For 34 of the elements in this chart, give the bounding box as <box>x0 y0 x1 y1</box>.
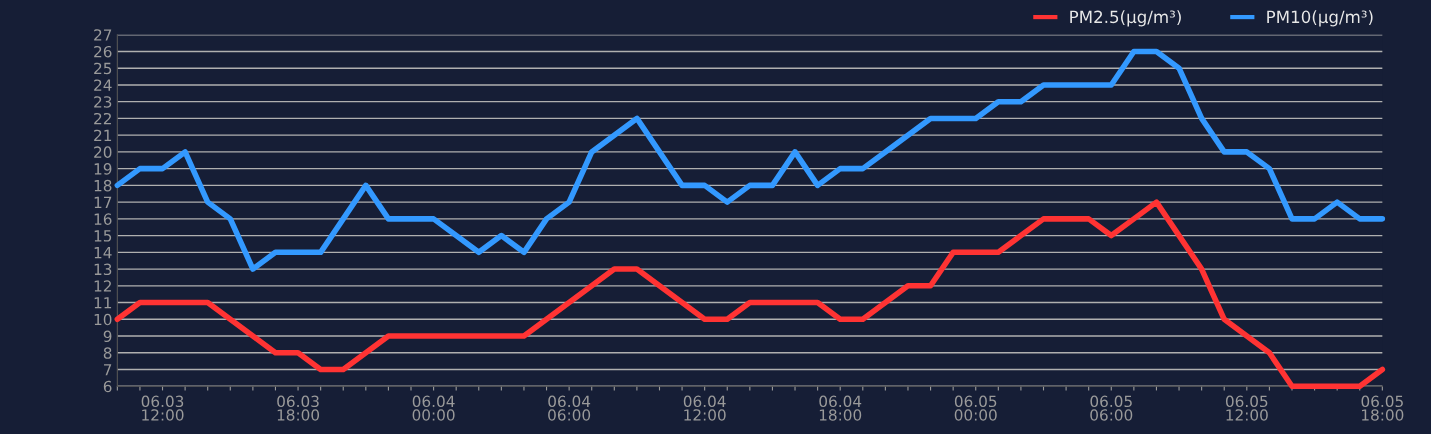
x-tick-label: 06.05 00:00 <box>954 395 997 421</box>
legend-label: PM10(μg/m³) <box>1267 10 1373 27</box>
y-tick-label: 8 <box>103 347 112 359</box>
y-tick-label: 19 <box>94 163 112 175</box>
x-tick-label: 06.04 06:00 <box>548 395 591 421</box>
y-tick-label: 25 <box>94 62 112 75</box>
y-tick-label: 12 <box>94 280 111 292</box>
y-tick-label: 13 <box>94 263 112 276</box>
y-tick-label: 6 <box>103 380 112 393</box>
y-tick-label: 24 <box>94 79 112 91</box>
y-tick-label: 23 <box>94 96 112 108</box>
x-tick-label: 06.04 00:00 <box>412 395 455 421</box>
x-tick-label: 06.03 12:00 <box>141 395 184 421</box>
y-tick-label: 9 <box>103 330 112 343</box>
y-tick-label: 18 <box>94 179 112 192</box>
y-tick-label: 16 <box>94 213 112 225</box>
x-tick-label: 06.03 18:00 <box>277 395 320 421</box>
y-tick-label: 20 <box>94 146 112 158</box>
y-tick-label: 21 <box>94 129 112 141</box>
y-tick-label: 10 <box>94 313 112 326</box>
x-tick-label: 06.04 18:00 <box>819 395 862 421</box>
x-tick-label: 06.05 06:00 <box>1090 395 1133 421</box>
y-tick-label: 15 <box>94 230 112 242</box>
y-tick-label: 27 <box>94 29 112 41</box>
y-tick-label: 26 <box>94 45 112 58</box>
y-tick-label: 7 <box>104 364 112 376</box>
x-tick-label: 06.04 12:00 <box>683 395 726 421</box>
y-tick-label: 14 <box>94 247 112 259</box>
y-tick-label: 22 <box>94 112 111 125</box>
x-tick-label: 06.05 12:00 <box>1225 395 1268 421</box>
legend-label: PM2.5(μg/m³) <box>1070 10 1181 27</box>
y-tick-label: 17 <box>94 196 112 208</box>
y-tick-label: 11 <box>94 297 112 309</box>
x-tick-label: 06.05 18:00 <box>1361 395 1404 421</box>
